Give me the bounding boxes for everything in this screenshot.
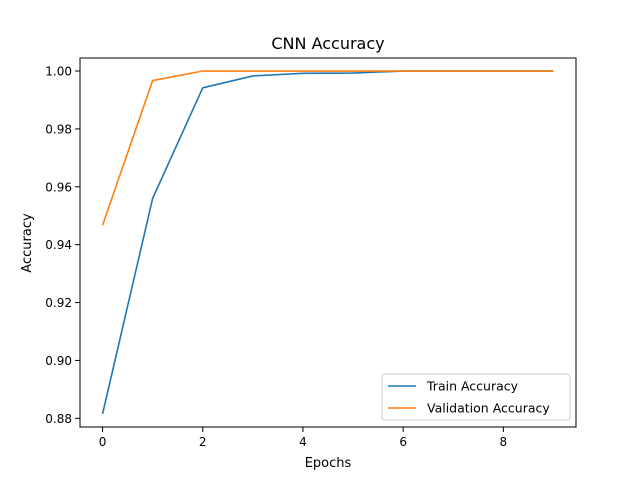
y-tick-label: 0.88 xyxy=(45,412,72,426)
y-tick-label: 1.00 xyxy=(45,65,72,79)
legend: Train Accuracy Validation Accuracy xyxy=(381,373,571,421)
y-tick-label: 0.94 xyxy=(45,238,72,252)
y-tick-label: 0.90 xyxy=(45,354,72,368)
series-line-0 xyxy=(101,70,554,415)
plot-frame xyxy=(79,57,577,428)
series-line-1 xyxy=(101,70,554,226)
x-tick-label: 0 xyxy=(99,435,107,449)
y-axis-label: Accuracy xyxy=(20,213,35,273)
y-tick-label: 0.98 xyxy=(45,122,72,136)
series-lines xyxy=(101,70,554,415)
y-tick-label: 0.96 xyxy=(45,180,72,194)
legend-box xyxy=(381,373,571,421)
x-tick-label: 8 xyxy=(500,435,508,449)
axis-ticks: 0 2 4 6 8 0.88 0.90 0.92 0.94 0.96 0.98 1.00 xyxy=(45,65,507,449)
x-tick-label: 4 xyxy=(299,435,307,449)
y-tick-label: 0.92 xyxy=(45,296,72,310)
legend-label: Validation Accuracy xyxy=(427,401,550,416)
x-tick-label: 2 xyxy=(199,435,207,449)
legend-label: Train Accuracy xyxy=(426,379,519,394)
chart-title: CNN Accuracy xyxy=(271,34,384,53)
x-tick-label: 6 xyxy=(399,435,407,449)
x-axis-label: Epochs xyxy=(305,456,352,471)
